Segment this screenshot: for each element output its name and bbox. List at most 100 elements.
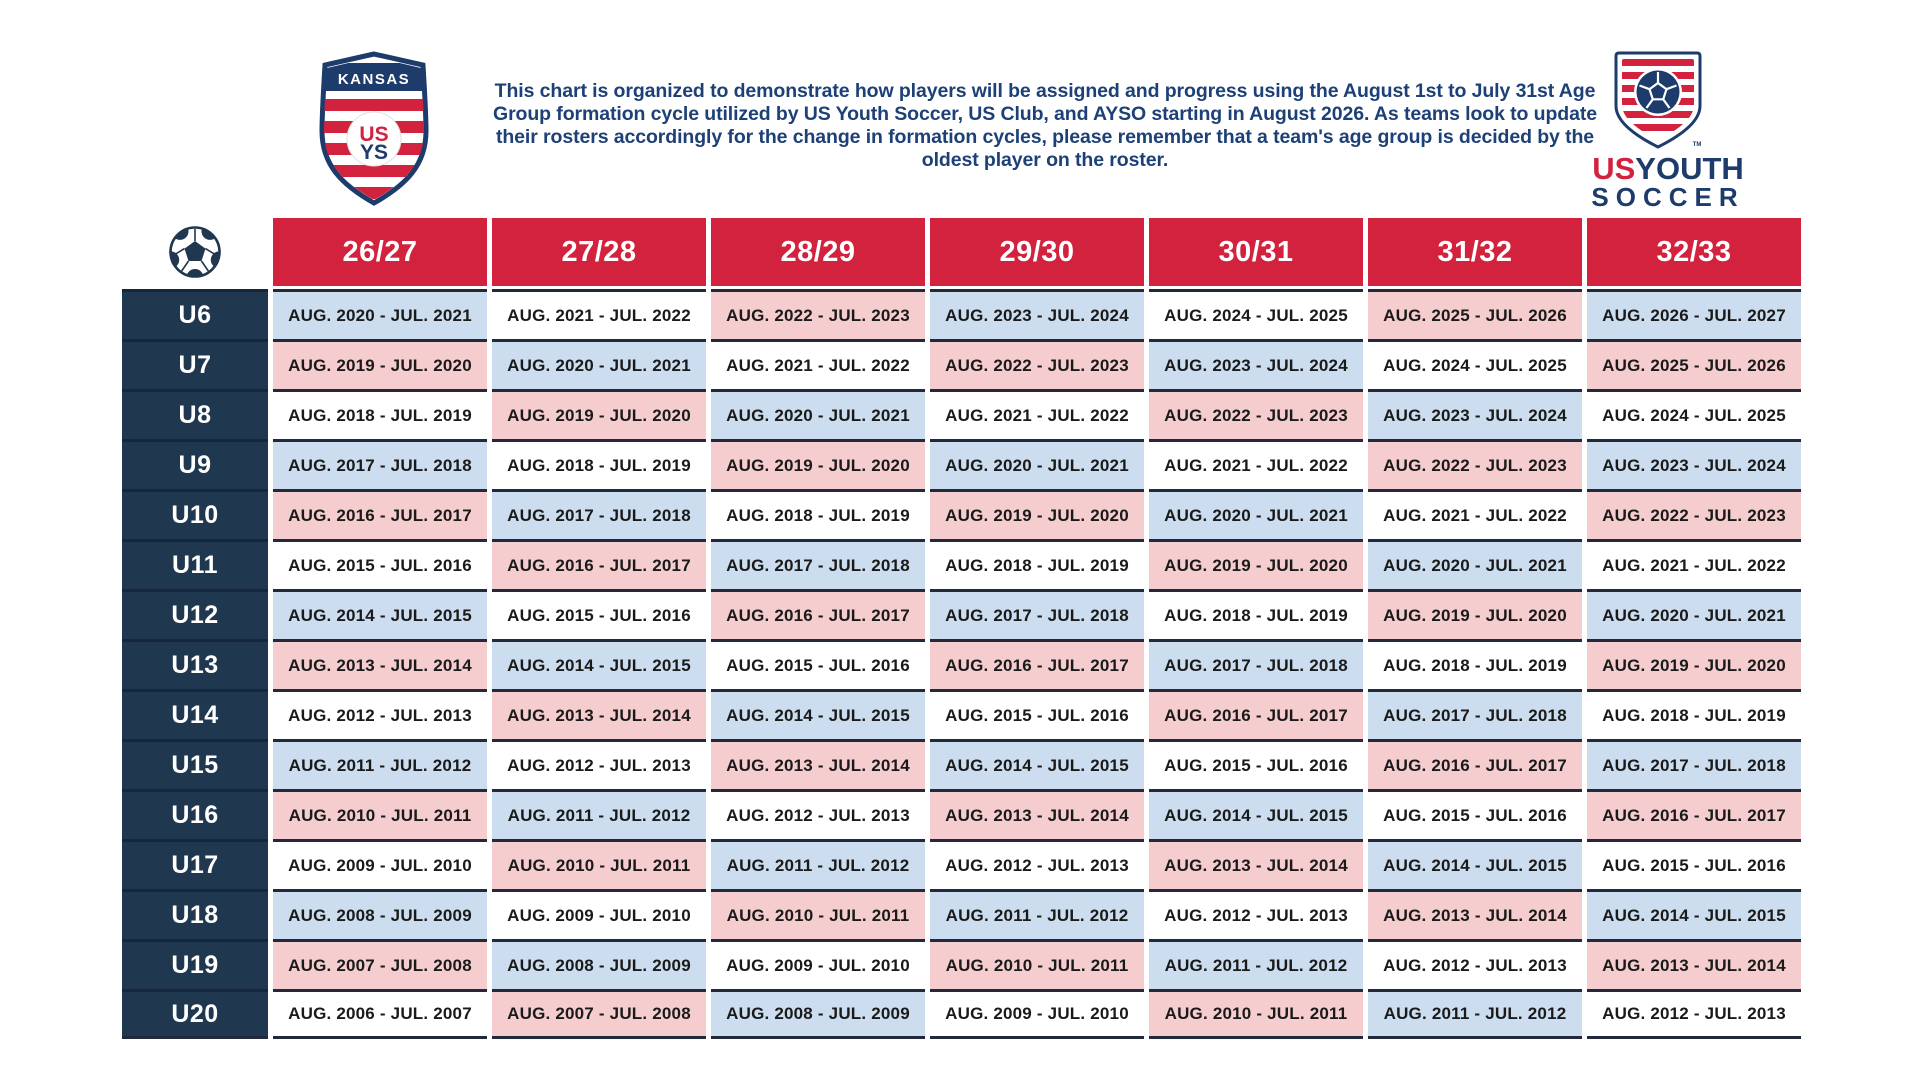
age-group-label: U18 xyxy=(122,889,268,939)
birth-year-range-cell: AUG. 2017 - JUL. 2018 xyxy=(711,539,925,589)
birth-year-range-cell: AUG. 2014 - JUL. 2015 xyxy=(1368,839,1582,889)
birth-year-range-cell: AUG. 2014 - JUL. 2015 xyxy=(492,639,706,689)
birth-year-range-cell: AUG. 2010 - JUL. 2011 xyxy=(711,889,925,939)
kansas-usys-logo: KANSAS US YS xyxy=(319,51,429,206)
birth-year-range-cell: AUG. 2022 - JUL. 2023 xyxy=(1587,489,1801,539)
birth-year-range-cell: AUG. 2024 - JUL. 2025 xyxy=(1368,339,1582,389)
usys-wordmark-youth: YOUTH xyxy=(1635,151,1744,186)
birth-year-range-cell: AUG. 2014 - JUL. 2015 xyxy=(930,739,1144,789)
birth-year-range-cell: AUG. 2020 - JUL. 2021 xyxy=(492,339,706,389)
birth-year-range-cell: AUG. 2020 - JUL. 2021 xyxy=(1149,489,1363,539)
birth-year-range-cell: AUG. 2022 - JUL. 2023 xyxy=(1368,439,1582,489)
season-header-cell: 29/30 xyxy=(930,218,1144,286)
birth-year-range-cell: AUG. 2011 - JUL. 2012 xyxy=(1368,989,1582,1039)
birth-year-range-cell: AUG. 2019 - JUL. 2020 xyxy=(930,489,1144,539)
birth-year-range-cell: AUG. 2012 - JUL. 2013 xyxy=(1149,889,1363,939)
birth-year-range-cell: AUG. 2023 - JUL. 2024 xyxy=(1368,389,1582,439)
description-line-2: Group formation cycle utilized by US You… xyxy=(493,103,1597,125)
chart-description: This chart is organized to demonstrate h… xyxy=(450,80,1640,172)
birth-year-range-cell: AUG. 2017 - JUL. 2018 xyxy=(1149,639,1363,689)
birth-year-range-cell: AUG. 2009 - JUL. 2010 xyxy=(273,839,487,889)
season-header-cell: 28/29 xyxy=(711,218,925,286)
birth-year-range-cell: AUG. 2008 - JUL. 2009 xyxy=(273,889,487,939)
birth-year-range-cell: AUG. 2018 - JUL. 2019 xyxy=(711,489,925,539)
birth-year-range-cell: AUG. 2016 - JUL. 2017 xyxy=(1587,789,1801,839)
age-group-label: U20 xyxy=(122,989,268,1039)
age-group-label: U9 xyxy=(122,439,268,489)
kansas-logo-region-label: KANSAS xyxy=(338,71,410,88)
description-line-1: This chart is organized to demonstrate h… xyxy=(494,80,1596,102)
birth-year-range-cell: AUG. 2012 - JUL. 2013 xyxy=(1587,989,1801,1039)
season-header-cell: 31/32 xyxy=(1368,218,1582,286)
age-group-label: U12 xyxy=(122,589,268,639)
birth-year-range-cell: AUG. 2011 - JUL. 2012 xyxy=(492,789,706,839)
usys-soccer-ball-icon xyxy=(1634,68,1682,116)
birth-year-range-cell: AUG. 2011 - JUL. 2012 xyxy=(930,889,1144,939)
season-header-cell: 27/28 xyxy=(492,218,706,286)
birth-year-range-cell: AUG. 2012 - JUL. 2013 xyxy=(711,789,925,839)
kansas-logo-us-label: US xyxy=(359,123,388,146)
birth-year-range-cell: AUG. 2017 - JUL. 2018 xyxy=(1587,739,1801,789)
birth-year-range-cell: AUG. 2018 - JUL. 2019 xyxy=(930,539,1144,589)
birth-year-range-cell: AUG. 2010 - JUL. 2011 xyxy=(930,939,1144,989)
birth-year-range-cell: AUG. 2026 - JUL. 2027 xyxy=(1587,289,1801,339)
age-group-label: U11 xyxy=(122,539,268,589)
birth-year-range-cell: AUG. 2018 - JUL. 2019 xyxy=(1368,639,1582,689)
birth-year-range-cell: AUG. 2025 - JUL. 2026 xyxy=(1368,289,1582,339)
birth-year-range-cell: AUG. 2009 - JUL. 2010 xyxy=(711,939,925,989)
birth-year-range-cell: AUG. 2015 - JUL. 2016 xyxy=(273,539,487,589)
birth-year-range-cell: AUG. 2011 - JUL. 2012 xyxy=(711,839,925,889)
birth-year-range-cell: AUG. 2023 - JUL. 2024 xyxy=(1149,339,1363,389)
age-group-label: U13 xyxy=(122,639,268,689)
birth-year-range-cell: AUG. 2009 - JUL. 2010 xyxy=(492,889,706,939)
birth-year-range-cell: AUG. 2020 - JUL. 2021 xyxy=(1587,589,1801,639)
birth-year-range-cell: AUG. 2022 - JUL. 2023 xyxy=(711,289,925,339)
birth-year-range-cell: AUG. 2023 - JUL. 2024 xyxy=(1587,439,1801,489)
birth-year-range-cell: AUG. 2006 - JUL. 2007 xyxy=(273,989,487,1039)
birth-year-range-cell: AUG. 2021 - JUL. 2022 xyxy=(930,389,1144,439)
birth-year-range-cell: AUG. 2015 - JUL. 2016 xyxy=(711,639,925,689)
birth-year-range-cell: AUG. 2010 - JUL. 2011 xyxy=(273,789,487,839)
season-header-cell: 26/27 xyxy=(273,218,487,286)
birth-year-range-cell: AUG. 2015 - JUL. 2016 xyxy=(492,589,706,639)
age-group-label: U6 xyxy=(122,289,268,339)
birth-year-range-cell: AUG. 2022 - JUL. 2023 xyxy=(1149,389,1363,439)
birth-year-range-cell: AUG. 2019 - JUL. 2020 xyxy=(711,439,925,489)
birth-year-range-cell: AUG. 2021 - JUL. 2022 xyxy=(492,289,706,339)
birth-year-range-cell: AUG. 2010 - JUL. 2011 xyxy=(492,839,706,889)
birth-year-range-cell: AUG. 2021 - JUL. 2022 xyxy=(1587,539,1801,589)
usys-wordmark-us: US xyxy=(1592,151,1636,186)
birth-year-range-cell: AUG. 2012 - JUL. 2013 xyxy=(930,839,1144,889)
kansas-logo-ys-label: YS xyxy=(360,141,388,164)
birth-year-range-cell: AUG. 2014 - JUL. 2015 xyxy=(273,589,487,639)
birth-year-range-cell: AUG. 2013 - JUL. 2014 xyxy=(1149,839,1363,889)
birth-year-range-cell: AUG. 2018 - JUL. 2019 xyxy=(492,439,706,489)
table-corner-cell xyxy=(122,218,268,286)
birth-year-range-cell: AUG. 2013 - JUL. 2014 xyxy=(273,639,487,689)
birth-year-range-cell: AUG. 2015 - JUL. 2016 xyxy=(1368,789,1582,839)
birth-year-range-cell: AUG. 2024 - JUL. 2025 xyxy=(1587,389,1801,439)
age-group-label: U15 xyxy=(122,739,268,789)
birth-year-range-cell: AUG. 2018 - JUL. 2019 xyxy=(1587,689,1801,739)
age-group-label: U8 xyxy=(122,389,268,439)
birth-year-range-cell: AUG. 2014 - JUL. 2015 xyxy=(1149,789,1363,839)
birth-year-range-cell: AUG. 2022 - JUL. 2023 xyxy=(930,339,1144,389)
soccer-ball-icon xyxy=(169,226,221,278)
birth-year-range-cell: AUG. 2023 - JUL. 2024 xyxy=(930,289,1144,339)
birth-year-range-cell: AUG. 2015 - JUL. 2016 xyxy=(930,689,1144,739)
birth-year-range-cell: AUG. 2019 - JUL. 2020 xyxy=(1368,589,1582,639)
birth-year-range-cell: AUG. 2021 - JUL. 2022 xyxy=(1149,439,1363,489)
birth-year-range-cell: AUG. 2016 - JUL. 2017 xyxy=(930,639,1144,689)
birth-year-range-cell: AUG. 2018 - JUL. 2019 xyxy=(1149,589,1363,639)
age-group-label: U10 xyxy=(122,489,268,539)
birth-year-range-cell: AUG. 2015 - JUL. 2016 xyxy=(1149,739,1363,789)
age-group-table-body: U6 AUG. 2020 - JUL. 2021 AUG. 2021 - JUL. … xyxy=(122,289,1801,1039)
birth-year-range-cell: AUG. 2017 - JUL. 2018 xyxy=(492,489,706,539)
usys-wordmark-soccer: SOCCER xyxy=(1591,182,1745,212)
description-line-3: their rosters accordingly for the change… xyxy=(495,126,1595,148)
us-youth-soccer-wordmark: USYOUTH SOCCER xyxy=(1568,153,1768,212)
birth-year-range-cell: AUG. 2019 - JUL. 2020 xyxy=(1149,539,1363,589)
birth-year-range-cell: AUG. 2020 - JUL. 2021 xyxy=(273,289,487,339)
birth-year-range-cell: AUG. 2024 - JUL. 2025 xyxy=(1149,289,1363,339)
description-line-4: oldest player on the roster. xyxy=(921,149,1169,171)
